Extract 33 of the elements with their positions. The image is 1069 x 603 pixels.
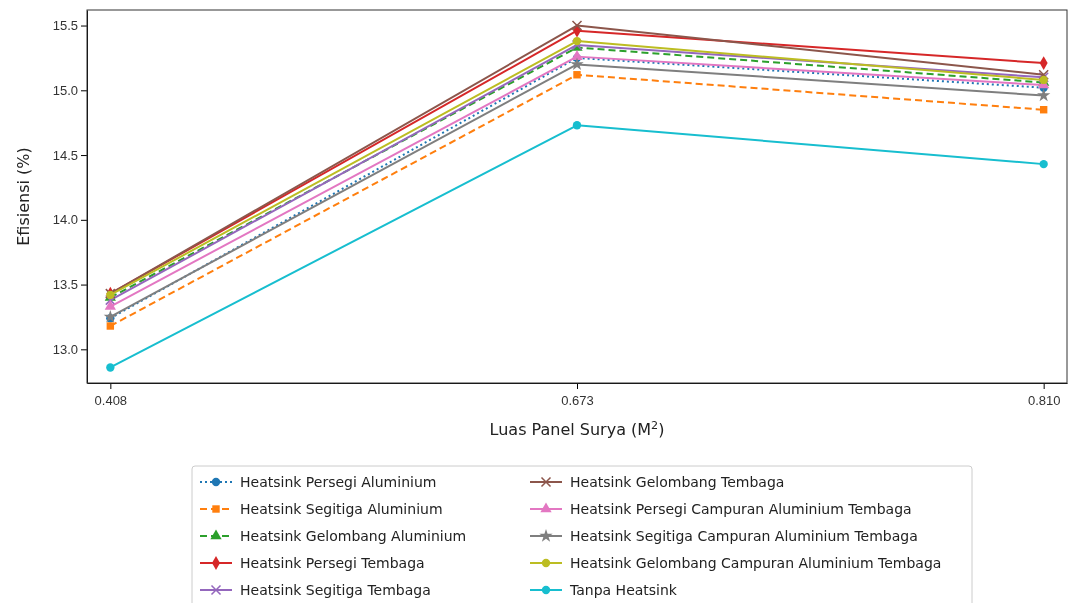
legend-label: Heatsink Gelombang Campuran Aluminium Tembaga — [570, 555, 942, 571]
point — [571, 20, 583, 31]
legend-label: Heatsink Gelombang Tembaga — [570, 474, 785, 490]
point — [105, 294, 116, 306]
y-tick-label: 13.5 — [52, 277, 78, 293]
legend-label: Heatsink Persegi Tembaga — [240, 555, 425, 571]
legend-label: Tanpa Heatsink — [569, 582, 678, 598]
y-tick-label: 14.5 — [52, 147, 78, 163]
point — [1039, 159, 1048, 169]
point — [572, 121, 582, 130]
point — [106, 363, 115, 372]
y-tick-label: 15.5 — [52, 18, 78, 34]
legend-label: Heatsink Segitiga Tembaga — [240, 582, 431, 598]
y-tick-label: 15.0 — [52, 82, 78, 98]
legend-label: Heatsink Persegi Aluminium — [240, 474, 437, 490]
point — [106, 322, 115, 330]
legend-label: Heatsink Gelombang Aluminium — [240, 528, 467, 544]
x-tick-label: 0.673 — [561, 393, 594, 408]
legend-label: Heatsink Segitiga Campuran Aluminium Tembaga — [570, 528, 918, 544]
point — [572, 36, 582, 46]
y-tick-label: 14.0 — [52, 212, 78, 228]
point — [573, 71, 581, 79]
legend-label: Heatsink Persegi Campuran Aluminium Tembaga — [570, 501, 912, 517]
point — [104, 300, 116, 310]
point — [103, 309, 117, 323]
legend-label: Heatsink Segitiga Aluminium — [240, 501, 443, 517]
x-tick-label: 0.408 — [94, 393, 128, 408]
y-tick-label: 13.0 — [52, 341, 78, 357]
x-tick-label: 0.810 — [1027, 393, 1061, 408]
point — [1037, 88, 1051, 102]
point — [570, 57, 584, 71]
x-axis-title: Luas Panel Surya (M$^{2}$) — [489, 418, 665, 439]
y-axis-title: Efisiensi (%) — [14, 147, 33, 246]
